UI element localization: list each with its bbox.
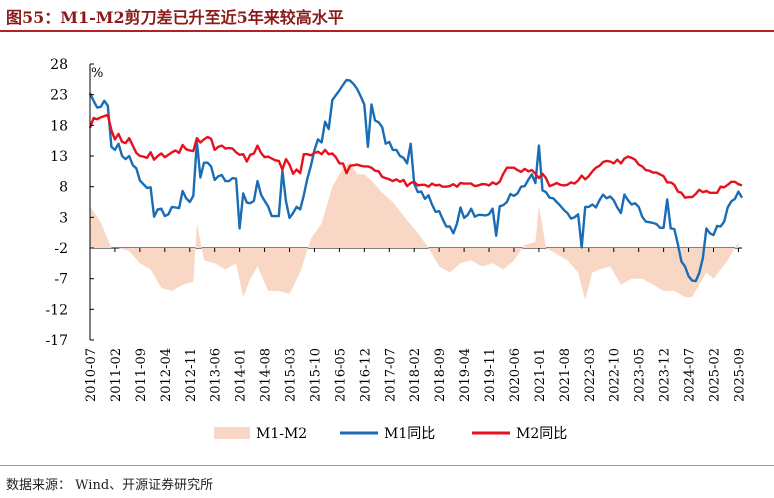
x-tick-label: 2011-09 [134, 348, 149, 402]
x-tick-label: 2017-07 [383, 348, 398, 402]
y-unit-label: % [91, 66, 103, 81]
x-tick-label: 2015-10 [308, 348, 323, 402]
legend-label-m1-m2: M1-M2 [256, 426, 307, 442]
figure-title: 图55：M1-M2剪刀差已升至近5年来较高水平 [6, 8, 344, 27]
title-rule [0, 30, 774, 32]
source-text: Wind、开源证券研究所 [75, 478, 214, 493]
x-tick-label: 2019-11 [483, 348, 498, 402]
line-m1 [88, 78, 744, 283]
x-tick-label: 2014-08 [259, 348, 274, 402]
source-note: 数据来源： Wind、开源证券研究所 [6, 474, 213, 493]
x-tick-label: 2018-09 [433, 348, 448, 402]
y-tick-label: 18 [50, 118, 68, 134]
source-label: 数据来源： [6, 478, 72, 493]
m1-m2-chart: 28 23 18 13 8 3 -2 -7 -12 -17% 2010-07 2011-02 2011-… [45, 57, 747, 442]
x-tick-label: 2016-12 [358, 348, 373, 402]
x-tick-label: 2021-01 [533, 348, 548, 402]
source-rule [0, 465, 774, 466]
x-tick-label: 2025-02 [707, 348, 722, 402]
y-tick-label: 3 [59, 210, 68, 226]
x-tick-label: 2019-04 [458, 348, 473, 402]
y-tick-label: 13 [50, 149, 68, 165]
y-tick-label: 23 [50, 88, 68, 104]
x-tick-label: 2025-09 [732, 348, 747, 402]
x-tick-label: 2015-03 [284, 348, 299, 402]
x-tick-label: 2016-05 [333, 348, 348, 402]
y-tick-label: -17 [45, 333, 68, 349]
x-tick-label: 2018-02 [408, 348, 423, 402]
line-m2 [88, 113, 743, 199]
x-tick-label: 2014-01 [234, 348, 249, 402]
legend-label-m2: M2同比 [516, 426, 567, 442]
area-m1-m2 [90, 162, 739, 301]
y-tick-label: -12 [45, 302, 68, 318]
y-tick-label: -7 [54, 272, 68, 288]
y-tick-label: 8 [59, 180, 68, 196]
x-tick-label: 2021-08 [558, 348, 573, 402]
x-tick-label: 2022-03 [583, 348, 598, 402]
x-tick-label: 2012-04 [159, 348, 174, 402]
y-tick-label: -2 [54, 241, 68, 257]
x-tick-label: 2020-06 [508, 348, 523, 402]
x-tick-label: 2012-11 [184, 348, 199, 402]
legend-label-m1: M1同比 [384, 426, 435, 442]
x-tick-label: 2024-07 [683, 348, 698, 402]
y-tick-label: 28 [50, 57, 68, 73]
x-tick-label: 2013-06 [209, 348, 224, 402]
x-tick-label: 2011-02 [109, 348, 124, 402]
x-tick-label: 2023-12 [658, 348, 673, 402]
x-tick-label: 2010-07 [84, 348, 99, 402]
x-tick-label: 2023-05 [633, 348, 648, 402]
legend-swatch-m1-m2 [214, 427, 250, 439]
x-tick-label: 2022-10 [608, 348, 623, 402]
